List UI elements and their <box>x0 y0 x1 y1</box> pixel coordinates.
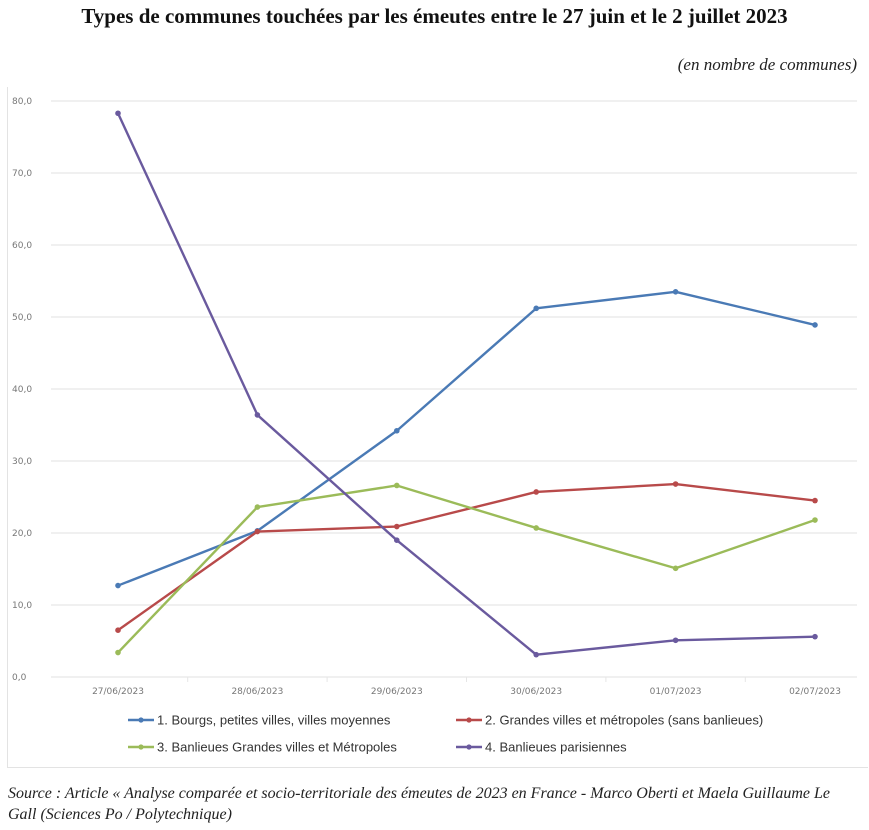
y-tick-label: 80,0 <box>12 97 32 107</box>
series-line <box>117 482 816 632</box>
data-point <box>672 565 679 572</box>
chart-subtitle: (en nombre de communes) <box>677 55 857 74</box>
line-chart: 0,0 10,0 20,0 30,0 40,0 50,0 60,0 70,0 80,0 27/0… <box>12 97 857 755</box>
source-note: Source : Article « Analyse comparée et s… <box>8 785 831 823</box>
chart-title: Types de communes touchées par les émeut… <box>81 4 788 28</box>
y-tick-label: 0,0 <box>12 673 27 683</box>
legend-marker <box>466 717 472 723</box>
data-point <box>394 482 400 489</box>
data-point <box>812 497 818 504</box>
series-line <box>117 290 816 587</box>
data-point <box>533 651 539 658</box>
legend-marker <box>466 744 472 750</box>
data-point <box>812 633 818 640</box>
x-tick-label: 28/06/2023 <box>231 687 283 697</box>
data-point <box>672 637 679 644</box>
data-point <box>115 649 121 656</box>
series-line <box>117 484 816 654</box>
series-3 <box>115 482 818 656</box>
legend-item: 4. Banlieues parisiennes <box>456 740 627 755</box>
x-tick-label: 29/06/2023 <box>371 687 423 697</box>
series-line <box>116 112 816 656</box>
x-axis-ticks: 27/06/2023 28/06/2023 29/06/2023 30/06/2023… <box>92 677 841 697</box>
legend: 1. Bourgs, petites villes, villes moyenn… <box>128 713 763 755</box>
y-tick-label: 10,0 <box>12 601 32 611</box>
y-tick-label: 60,0 <box>12 241 32 251</box>
y-tick-label: 40,0 <box>12 385 32 395</box>
x-tick-label: 01/07/2023 <box>650 687 702 697</box>
legend-marker <box>138 717 144 723</box>
y-tick-label: 30,0 <box>12 457 32 467</box>
legend-label: 3. Banlieues Grandes villes et Métropole… <box>157 740 397 755</box>
data-point <box>533 525 539 531</box>
data-point <box>812 322 818 328</box>
data-point <box>394 523 400 530</box>
y-tick-label: 50,0 <box>12 313 32 323</box>
chart-area: 0,0 10,0 20,0 30,0 40,0 50,0 60,0 70,0 80,0 27/0… <box>7 87 868 768</box>
legend-marker <box>138 744 144 750</box>
data-point <box>115 582 121 589</box>
legend-item: 3. Banlieues Grandes villes et Métropole… <box>128 740 397 755</box>
gridlines <box>51 100 857 678</box>
legend-label: 2. Grandes villes et métropoles (sans ba… <box>485 713 763 728</box>
legend-label: 4. Banlieues parisiennes <box>485 740 627 755</box>
x-tick-label: 02/07/2023 <box>789 687 841 697</box>
data-point <box>115 110 121 117</box>
y-tick-label: 70,0 <box>12 169 32 179</box>
data-point <box>812 517 818 523</box>
data-point <box>254 412 261 418</box>
series-2 <box>115 481 818 633</box>
data-point <box>254 528 261 535</box>
data-point <box>254 504 261 510</box>
legend-item: 2. Grandes villes et métropoles (sans ba… <box>456 713 763 728</box>
data-point <box>394 427 400 434</box>
data-point <box>533 489 539 495</box>
y-axis-ticks: 0,0 10,0 20,0 30,0 40,0 50,0 60,0 70,0 80,0 <box>12 97 32 683</box>
data-point <box>672 481 679 487</box>
data-point <box>115 627 121 633</box>
data-point <box>672 289 679 295</box>
data-point <box>394 537 400 543</box>
legend-label: 1. Bourgs, petites villes, villes moyenn… <box>157 713 391 728</box>
x-tick-label: 27/06/2023 <box>92 687 144 697</box>
series-lines <box>115 110 818 658</box>
x-tick-label: 30/06/2023 <box>510 687 562 697</box>
legend-item: 1. Bourgs, petites villes, villes moyenn… <box>128 713 391 728</box>
y-tick-label: 20,0 <box>12 529 32 539</box>
series-4 <box>115 110 818 658</box>
data-point <box>533 305 539 312</box>
